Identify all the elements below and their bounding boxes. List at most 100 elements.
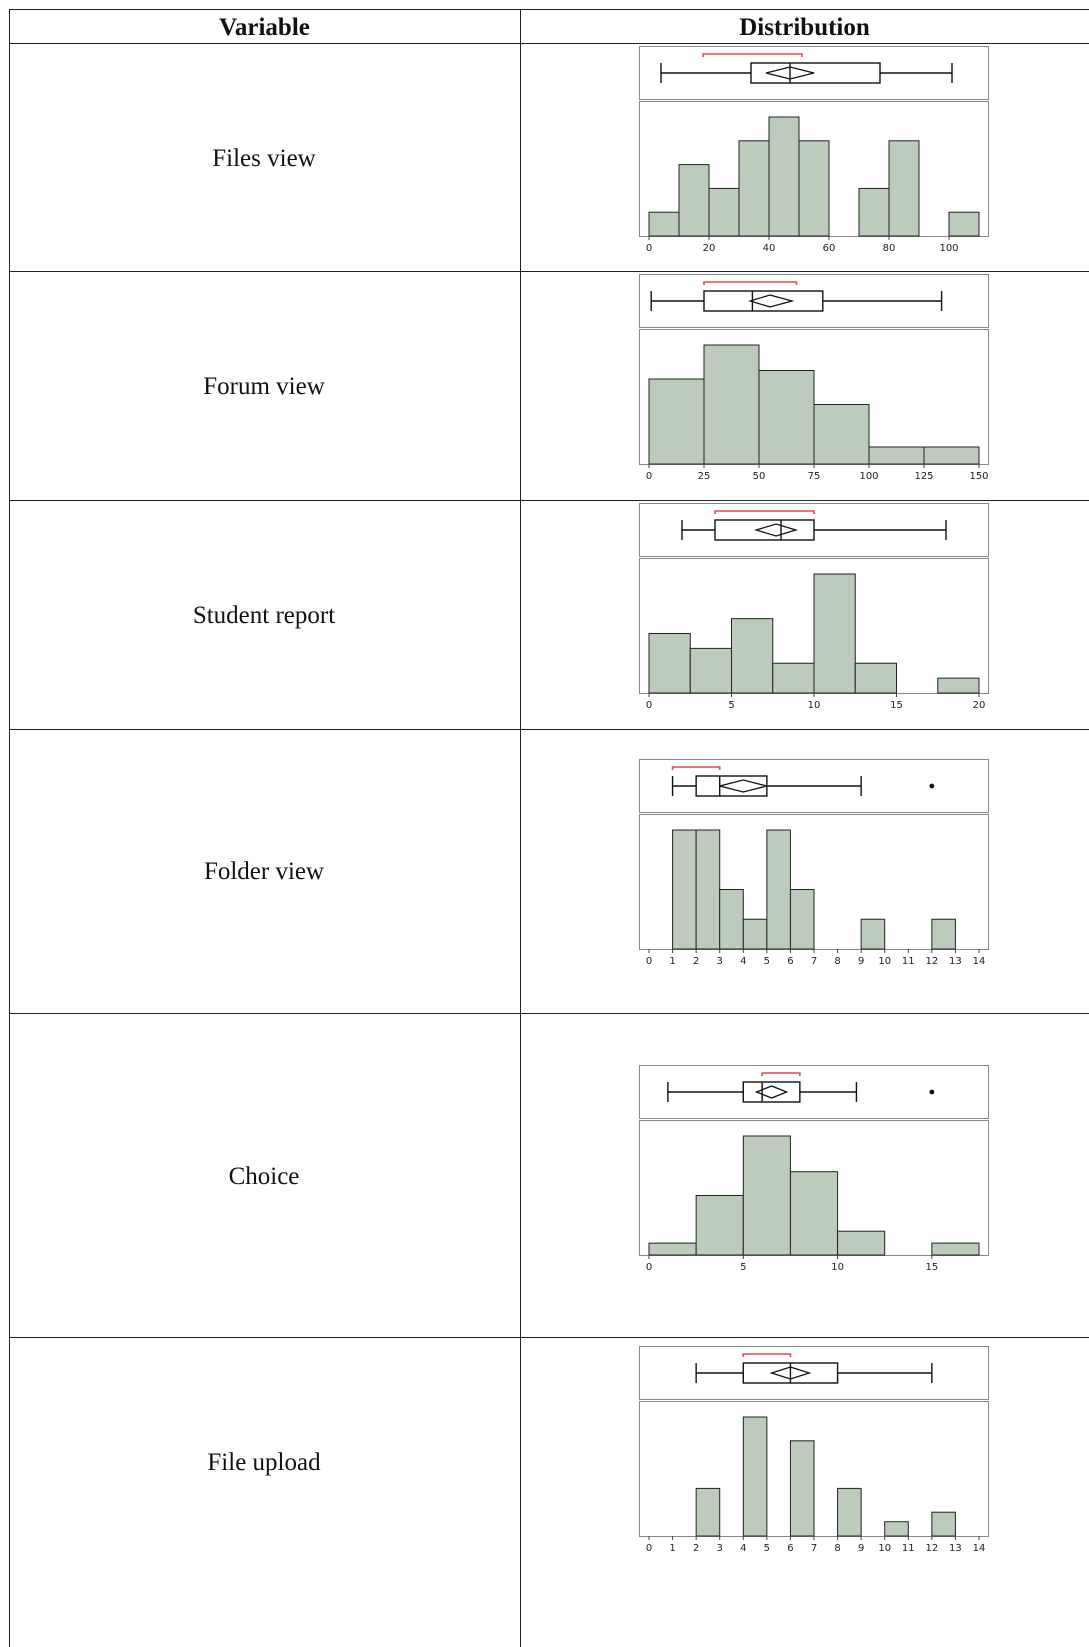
x-tick-label: 50: [753, 471, 766, 482]
iqr-box: [750, 62, 881, 84]
distribution-chart: 0 5 10 15: [639, 1065, 989, 1273]
histogram-bar: [858, 187, 890, 237]
histogram-bar: [772, 662, 815, 694]
x-tick-label: 11: [902, 956, 915, 967]
x-tick-label: 10: [878, 956, 891, 967]
table-border-top: [9, 9, 1089, 10]
x-tick-label: 40: [763, 243, 776, 254]
x-tick-label: 7: [811, 1543, 817, 1554]
distribution-plot: 0 25 50 75 100 125 150: [639, 274, 989, 497]
x-tick-label: 20: [973, 700, 986, 711]
distribution-plot: 0 1 2 3 4 5 6 7 8 9 10 11 12 13 14: [639, 1346, 989, 1569]
row-separator: [9, 1337, 1089, 1338]
x-tick-label: 10: [808, 700, 821, 711]
histogram-bar: [931, 1511, 956, 1537]
x-tick-label: 11: [902, 1543, 915, 1554]
shortest-half-bracket: [671, 766, 721, 770]
x-tick-label: 9: [858, 956, 864, 967]
row-separator: [9, 729, 1089, 730]
mean-diamond: [769, 1366, 812, 1380]
histogram-bar: [798, 140, 830, 237]
shortest-half-bracket: [742, 1353, 792, 1357]
variable-name: Files view: [212, 145, 316, 172]
row-separator: [9, 500, 1089, 501]
x-tick-label: 2: [693, 1543, 699, 1554]
x-tick-label: 4: [740, 956, 746, 967]
histogram-bar: [742, 918, 768, 950]
histogram-bar: [738, 140, 770, 237]
shortest-half-bracket: [703, 281, 798, 285]
histogram-bar: [695, 1195, 744, 1256]
variable-name: File upload: [207, 1449, 321, 1476]
boxplot-frame: [639, 503, 989, 557]
distribution-chart: 0 20 40 60 80 100: [639, 46, 989, 254]
x-tick-label: 14: [973, 956, 986, 967]
histogram-bar: [695, 1487, 721, 1537]
mean-diamond: [765, 66, 815, 80]
boxplot-frame: [639, 1065, 989, 1119]
histogram-bar: [648, 378, 705, 465]
shortest-half-bracket: [702, 53, 803, 57]
histogram-bar: [948, 211, 980, 237]
histogram-bar: [813, 573, 856, 694]
histogram-bar: [703, 344, 760, 465]
x-tick-label: 13: [949, 956, 962, 967]
x-tick-label: 3: [717, 1543, 723, 1554]
histogram-bar: [689, 647, 732, 694]
x-tick-label: 0: [646, 1262, 652, 1273]
histogram-bar: [813, 404, 870, 465]
x-tick-label: 12: [925, 1543, 938, 1554]
x-tick-label: 80: [883, 243, 896, 254]
x-tick-label: 150: [969, 471, 988, 482]
histogram-bar: [758, 370, 815, 465]
x-tick-label: 12: [925, 956, 938, 967]
variable-name: Forum view: [203, 373, 325, 400]
boxplot-frame: [639, 1346, 989, 1400]
row-separator: [9, 271, 1089, 272]
histogram-bar: [695, 829, 721, 950]
boxplot-frame: [639, 759, 989, 813]
histogram-bar: [731, 618, 774, 694]
x-tick-label: 5: [740, 1262, 746, 1273]
header-distribution: Distribution: [739, 14, 870, 41]
shortest-half-bracket: [761, 1072, 801, 1076]
histogram-bar: [860, 918, 886, 950]
mean-diamond: [719, 779, 768, 793]
histogram-bar: [884, 1521, 909, 1537]
x-tick-label: 60: [823, 243, 836, 254]
histogram-bar: [708, 187, 740, 237]
boxplot-frame: [639, 274, 989, 328]
x-tick-label: 14: [973, 1543, 986, 1554]
histogram-bar: [678, 164, 710, 237]
histogram-bar: [931, 918, 956, 950]
x-tick-label: 1: [669, 956, 675, 967]
histogram-bar: [923, 446, 980, 465]
x-tick-label: 20: [703, 243, 716, 254]
x-tick-label: 0: [646, 1543, 652, 1554]
iqr-box: [703, 290, 824, 312]
x-tick-label: 4: [740, 1543, 746, 1554]
x-tick-label: 100: [859, 471, 878, 482]
histogram-bar: [742, 1135, 791, 1256]
histogram-bar: [768, 116, 800, 237]
histogram-bar: [766, 829, 791, 950]
x-tick-label: 10: [831, 1262, 844, 1273]
x-tick-label: 0: [646, 471, 652, 482]
x-tick-label: 0: [646, 956, 652, 967]
shortest-half-bracket: [714, 510, 815, 514]
histogram-bar: [888, 140, 920, 237]
x-tick-label: 7: [811, 956, 817, 967]
x-tick-label: 5: [764, 956, 770, 967]
column-separator: [520, 9, 521, 1647]
mean-diamond: [754, 523, 799, 537]
iqr-box: [695, 775, 768, 797]
distribution-table: Variable Distribution Files view Forum v…: [9, 9, 1089, 1647]
iqr-box: [742, 1081, 801, 1103]
header-separator: [9, 43, 1089, 44]
distribution-plot: 0 5 10 15 20: [639, 503, 989, 726]
x-tick-label: 1: [669, 1543, 675, 1554]
mean-diamond: [747, 294, 795, 308]
iqr-box: [714, 519, 815, 541]
x-tick-label: 3: [717, 956, 723, 967]
histogram-bar: [648, 1242, 697, 1256]
